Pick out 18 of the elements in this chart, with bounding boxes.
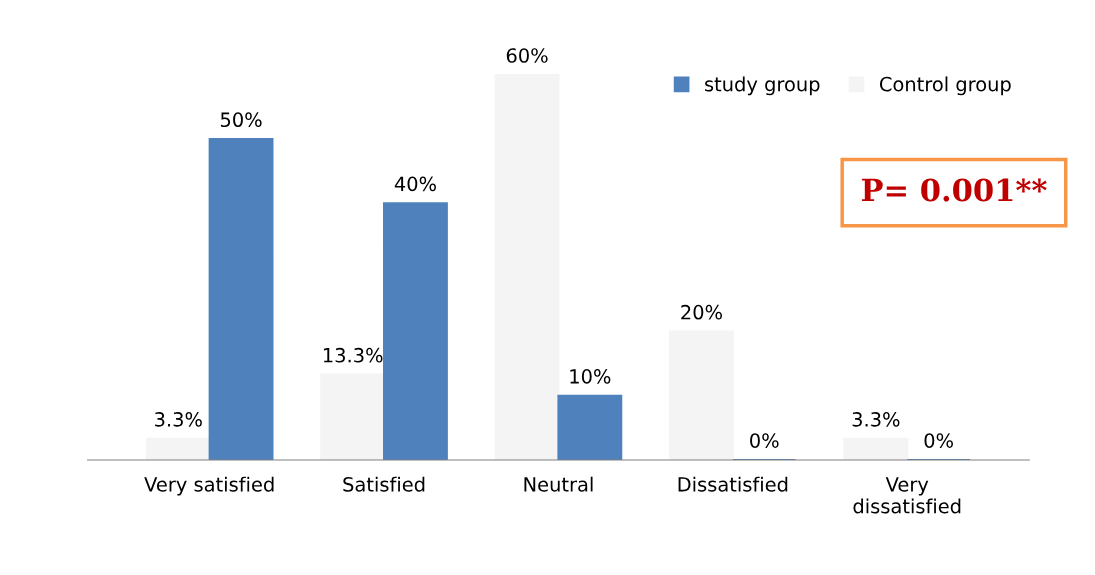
data-label: 3.3% <box>155 412 202 427</box>
data-label: 0% <box>750 433 779 448</box>
data-label: 50% <box>220 112 262 128</box>
data-label: 10% <box>570 369 611 384</box>
annotation: P= 0.001** <box>861 178 1047 202</box>
data-label: 13.3% <box>323 347 383 363</box>
x-tick-label: Very satisfied <box>144 476 274 496</box>
data-label: 0% <box>924 433 953 448</box>
data-label: 40% <box>394 176 436 192</box>
x-tick-label: Very dissatisfied <box>853 477 961 514</box>
x-tick-label: Satisfied <box>343 476 425 492</box>
legend-label: study group <box>705 76 820 96</box>
x-tick-label: Dissatisfied <box>678 476 788 492</box>
data-label: 20% <box>681 304 722 320</box>
x-tick-label: Neutral <box>524 476 593 492</box>
data-label: 60% <box>506 48 548 63</box>
data-label: 3.3% <box>852 412 900 427</box>
legend-label: Control group <box>879 76 1011 96</box>
